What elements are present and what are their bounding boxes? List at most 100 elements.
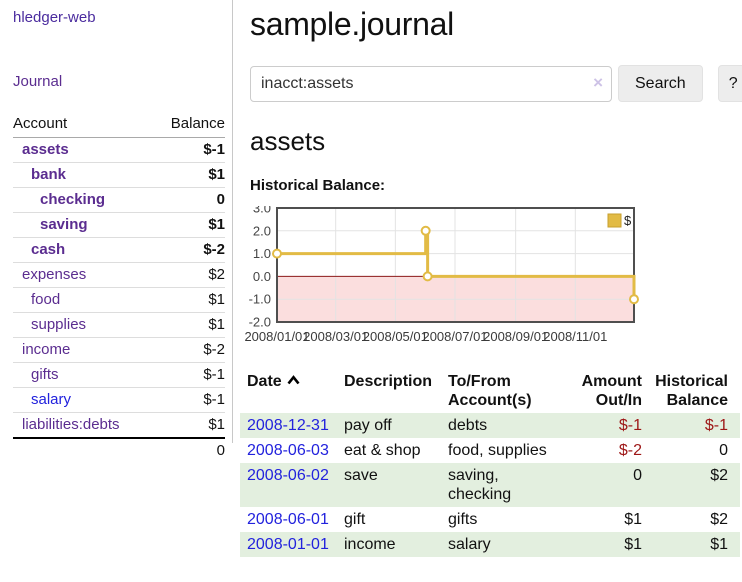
account-cell: cash	[13, 237, 154, 263]
account-cell: gifts	[13, 362, 154, 388]
transaction-balance: $-1	[704, 417, 728, 434]
register-header-date[interactable]: Date	[240, 369, 340, 413]
transaction-description: gift	[344, 511, 366, 528]
account-balance: $-1	[153, 387, 225, 413]
account-row: supplies $1	[13, 312, 225, 338]
account-cell: salary	[13, 387, 154, 413]
transaction-date-link[interactable]: 2008-06-02	[247, 467, 329, 484]
date-header-label: Date	[247, 373, 282, 390]
transaction-date-link[interactable]: 2008-01-01	[247, 536, 329, 553]
transaction-date-link[interactable]: 2008-06-03	[247, 442, 329, 459]
transaction-accounts: gifts	[448, 511, 478, 528]
transaction-date-cell: 2008-06-03	[240, 438, 340, 463]
account-balance: $1	[153, 412, 225, 439]
clear-search-icon[interactable]: ×	[593, 72, 603, 92]
x-axis-tick-label: 2008/07/01	[422, 329, 487, 344]
register-row: 2008-06-01 gift gifts $1 $2	[240, 507, 740, 532]
transaction-amount: $1	[624, 511, 642, 528]
transaction-amount: $-1	[618, 417, 642, 434]
data-point-marker	[629, 294, 639, 305]
account-link[interactable]: saving	[40, 216, 88, 233]
search-button[interactable]: Search	[618, 65, 703, 102]
account-cell: food	[13, 287, 154, 313]
register-table: Date Description To/From Account(s) Amou…	[240, 369, 740, 557]
transaction-date-cell: 2008-06-01	[240, 507, 340, 532]
main-content: sample.journal × Search ? assets Histori…	[240, 0, 742, 557]
transaction-accounts: debts	[448, 417, 488, 434]
transaction-description: save	[344, 467, 378, 484]
account-cell: expenses	[13, 262, 154, 288]
account-row: liabilities:debts $1	[13, 412, 225, 439]
account-link[interactable]: checking	[40, 191, 106, 208]
register-row: 2008-12-31 pay off debts $-1 $-1	[240, 413, 740, 438]
account-link[interactable]: supplies	[31, 316, 87, 333]
account-link[interactable]: assets	[22, 141, 69, 158]
account-row: income $-2	[13, 337, 225, 363]
register-header-balance: Historical Balance	[655, 373, 728, 409]
transaction-amount: 0	[633, 467, 642, 484]
account-row: assets $-1	[13, 137, 225, 163]
x-axis-tick-label: 2008/01/01	[244, 329, 309, 344]
register-row: 2008-06-02 save saving, checking 0 $2	[240, 463, 740, 507]
account-cell: liabilities:debts	[13, 412, 154, 439]
account-balance: $1	[153, 287, 225, 313]
transaction-accounts: food, supplies	[448, 442, 547, 459]
data-point-marker	[422, 271, 433, 282]
legend-label: $	[624, 213, 632, 228]
accounts-total-row: 0	[13, 437, 225, 463]
y-axis-tick-label: 2.0	[253, 223, 271, 238]
transaction-description: eat & shop	[344, 442, 421, 459]
search-input[interactable]	[250, 65, 612, 102]
legend-swatch	[607, 213, 622, 228]
account-link[interactable]: bank	[31, 166, 67, 183]
account-row: bank $1	[13, 162, 225, 188]
account-balance: 0	[153, 187, 225, 213]
x-axis-tick-label: 2008/05/01	[363, 329, 428, 344]
sidebar-item-journal[interactable]: Journal	[13, 73, 63, 90]
x-axis-tick-label: 2008/09/01	[483, 329, 548, 344]
brand-link[interactable]: hledger-web	[13, 9, 96, 26]
account-link[interactable]: income	[22, 341, 71, 358]
account-cell: assets	[13, 137, 154, 163]
account-row: salary $-1	[13, 387, 225, 413]
account-balance: $1	[153, 162, 225, 188]
x-axis-tick-label: 2008/11/01	[543, 329, 607, 344]
register-row: 2008-01-01 income salary $1 $1	[240, 532, 740, 557]
search-bar: × Search ?	[250, 65, 742, 102]
transaction-description: income	[344, 536, 396, 553]
accounts-header-row: Account Balance	[13, 112, 225, 138]
transaction-balance: $2	[710, 511, 728, 528]
page-title: sample.journal	[250, 6, 454, 42]
account-link[interactable]: cash	[31, 241, 66, 258]
account-row: cash $-2	[13, 237, 225, 263]
account-link[interactable]: gifts	[31, 366, 59, 383]
transaction-balance: $1	[710, 536, 728, 553]
account-link[interactable]: salary	[31, 391, 72, 408]
account-cell: income	[13, 337, 154, 363]
account-row: expenses $2	[13, 262, 225, 288]
accounts-total-spacer	[13, 437, 154, 463]
register-header-row: Date Description To/From Account(s) Amou…	[240, 369, 740, 413]
account-row: gifts $-1	[13, 362, 225, 388]
transaction-date-link[interactable]: 2008-12-31	[247, 417, 329, 434]
account-link[interactable]: liabilities:debts	[22, 416, 120, 433]
y-axis-tick-label: 0.0	[253, 269, 271, 284]
account-link[interactable]: expenses	[22, 266, 87, 283]
help-button[interactable]: ?	[717, 65, 742, 102]
transaction-amount: $1	[624, 536, 642, 553]
y-axis-tick-label: -1.0	[249, 292, 271, 307]
transaction-date-cell: 2008-01-01	[240, 532, 340, 557]
y-axis-tick-label: 3.0	[253, 206, 271, 216]
account-balance: $-1	[153, 362, 225, 388]
accounts-header-account: Account	[13, 112, 154, 138]
chart-title: Historical Balance:	[250, 177, 386, 194]
accounts-total-value: 0	[153, 437, 225, 463]
account-link[interactable]: food	[31, 291, 61, 308]
transaction-date-link[interactable]: 2008-06-01	[247, 511, 329, 528]
historical-balance-chart[interactable]: $3.0 2.0 1.0 0.0 -1.0 -2.0 2008/01/01 2008/03/0…	[240, 206, 742, 346]
register-header-description: Description	[344, 373, 433, 390]
accounts-header-balance: Balance	[153, 112, 225, 138]
account-row: checking 0	[13, 187, 225, 213]
sort-ascending-icon	[287, 375, 300, 385]
plot-border	[276, 207, 635, 323]
